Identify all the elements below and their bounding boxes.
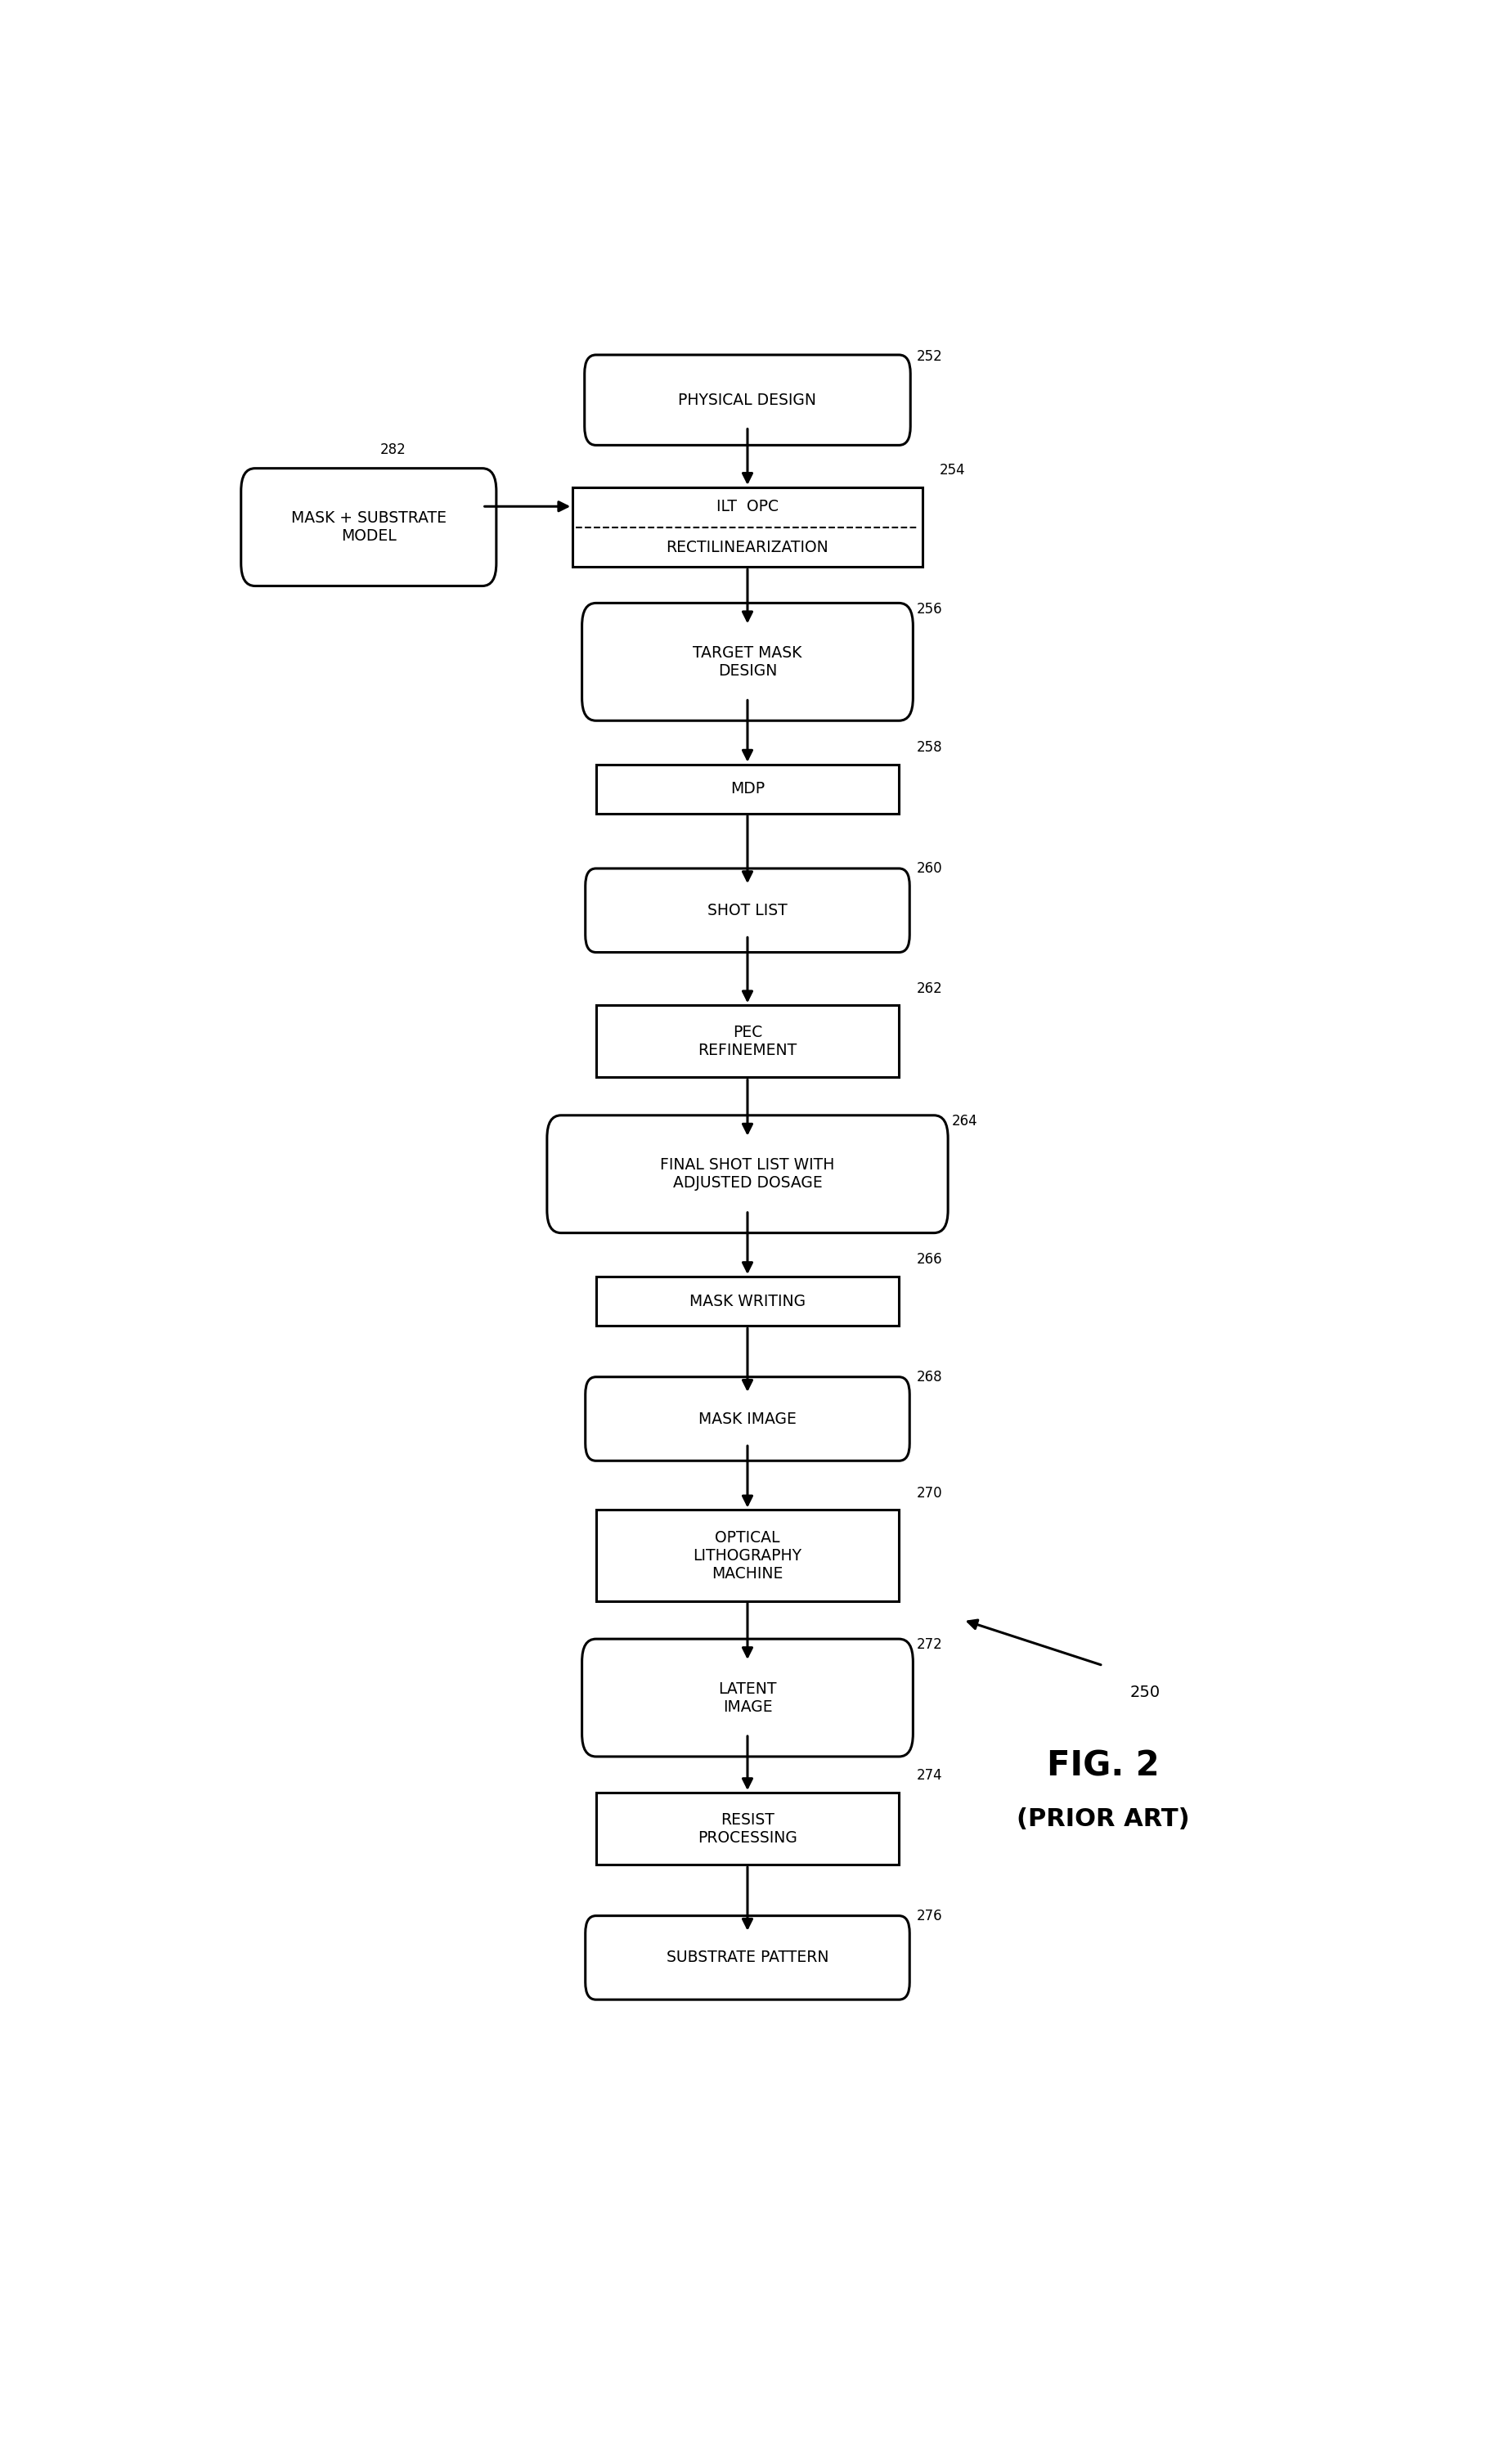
Text: 250: 250 [1130, 1685, 1160, 1700]
FancyBboxPatch shape [241, 468, 496, 586]
Text: PEC
REFINEMENT: PEC REFINEMENT [698, 1025, 797, 1057]
Text: FIG. 2: FIG. 2 [1047, 1749, 1160, 1784]
Text: SHOT LIST: SHOT LIST [707, 902, 788, 919]
Text: MDP: MDP [731, 781, 764, 796]
Text: MASK IMAGE: MASK IMAGE [698, 1412, 797, 1427]
FancyBboxPatch shape [585, 355, 910, 446]
FancyBboxPatch shape [585, 1377, 910, 1461]
FancyBboxPatch shape [585, 867, 910, 951]
Text: 272: 272 [916, 1639, 943, 1653]
FancyBboxPatch shape [596, 1510, 899, 1602]
Text: RECTILINEARIZATION: RECTILINEARIZATION [666, 540, 829, 557]
Text: FINAL SHOT LIST WITH
ADJUSTED DOSAGE: FINAL SHOT LIST WITH ADJUSTED DOSAGE [660, 1158, 835, 1190]
Text: RESIST
PROCESSING: RESIST PROCESSING [698, 1811, 797, 1846]
Text: 258: 258 [916, 739, 943, 754]
Text: (PRIOR ART): (PRIOR ART) [1017, 1806, 1190, 1831]
Text: 276: 276 [916, 1910, 943, 1924]
Text: 256: 256 [916, 601, 943, 616]
Text: OPTICAL
LITHOGRAPHY
MACHINE: OPTICAL LITHOGRAPHY MACHINE [693, 1530, 802, 1582]
Text: MASK + SUBSTRATE
MODEL: MASK + SUBSTRATE MODEL [290, 510, 447, 545]
FancyBboxPatch shape [596, 1005, 899, 1077]
FancyBboxPatch shape [573, 488, 922, 567]
Text: 270: 270 [916, 1486, 943, 1501]
Text: 254: 254 [940, 463, 966, 478]
FancyBboxPatch shape [596, 1794, 899, 1865]
Text: 262: 262 [916, 981, 943, 995]
FancyBboxPatch shape [547, 1116, 948, 1232]
FancyBboxPatch shape [582, 1639, 913, 1757]
Text: 264: 264 [952, 1114, 978, 1129]
FancyBboxPatch shape [582, 604, 913, 719]
Text: ILT  OPC: ILT OPC [716, 498, 779, 515]
Text: 282: 282 [381, 441, 406, 456]
Text: 252: 252 [916, 350, 943, 365]
Text: 268: 268 [916, 1370, 943, 1385]
Text: SUBSTRATE PATTERN: SUBSTRATE PATTERN [666, 1949, 829, 1966]
Text: TARGET MASK
DESIGN: TARGET MASK DESIGN [693, 646, 802, 678]
Text: MASK WRITING: MASK WRITING [689, 1294, 806, 1308]
Text: 260: 260 [916, 862, 943, 877]
FancyBboxPatch shape [596, 1276, 899, 1326]
Text: 266: 266 [916, 1252, 943, 1266]
FancyBboxPatch shape [596, 764, 899, 813]
Text: 274: 274 [916, 1769, 943, 1784]
FancyBboxPatch shape [585, 1917, 910, 2001]
Text: LATENT
IMAGE: LATENT IMAGE [719, 1680, 776, 1715]
Text: PHYSICAL DESIGN: PHYSICAL DESIGN [678, 392, 817, 409]
